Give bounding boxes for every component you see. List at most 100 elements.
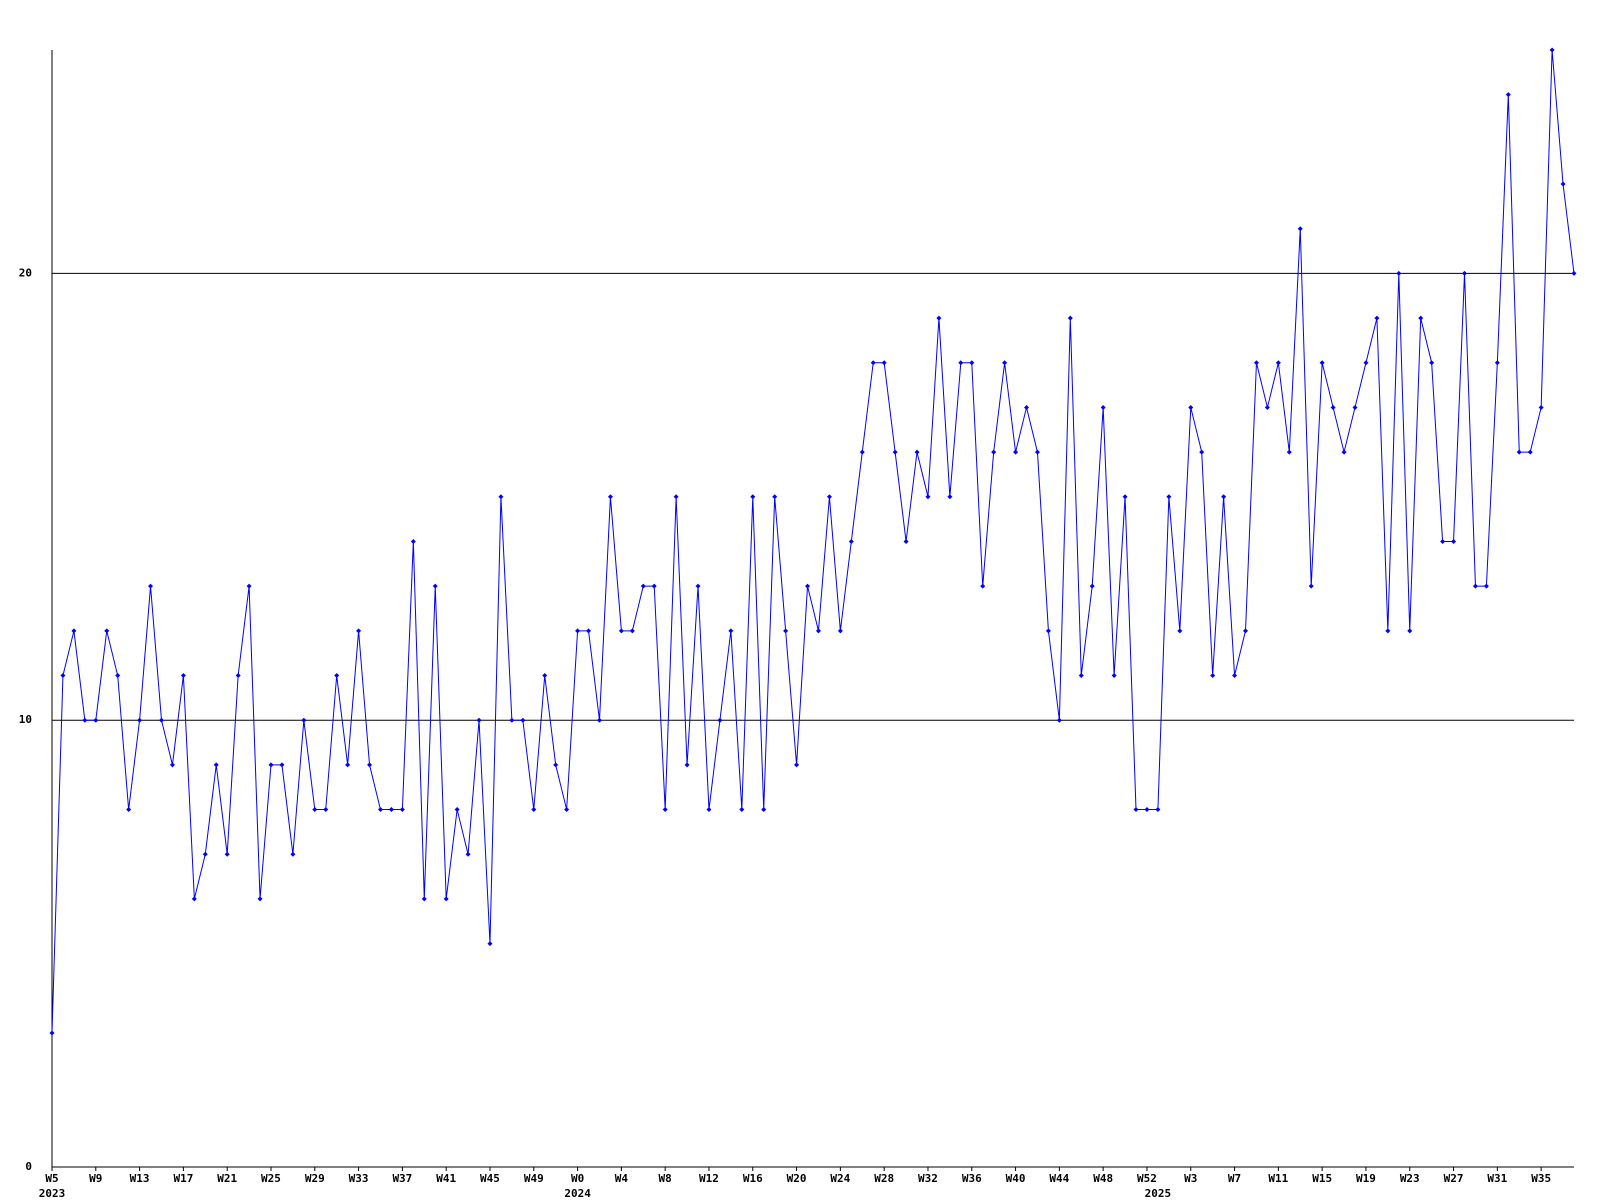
data-point: [837, 628, 843, 634]
data-point: [345, 762, 351, 768]
data-point: [93, 717, 99, 723]
data-point: [596, 717, 602, 723]
data-point: [520, 717, 526, 723]
data-point: [213, 762, 219, 768]
data-point: [388, 807, 394, 813]
x-tick-label: W32: [918, 1172, 938, 1185]
data-point: [1418, 315, 1424, 321]
data-point: [1034, 449, 1040, 455]
data-point: [1538, 404, 1544, 410]
x-tick-label: W25: [261, 1172, 281, 1185]
data-point: [1264, 404, 1270, 410]
data-point: [169, 762, 175, 768]
data-point: [246, 583, 252, 589]
x-tick-label: W49: [524, 1172, 544, 1185]
data-point: [717, 717, 723, 723]
data-point: [367, 762, 373, 768]
data-point: [1527, 449, 1533, 455]
data-point: [673, 494, 679, 500]
data-point: [1024, 404, 1030, 410]
x-tick-label: W5: [45, 1172, 58, 1185]
data-point: [323, 807, 329, 813]
data-point: [881, 360, 887, 366]
data-point: [1516, 449, 1522, 455]
data-point: [454, 807, 460, 813]
data-point: [1429, 360, 1435, 366]
data-point: [553, 762, 559, 768]
data-point: [257, 896, 263, 902]
data-point: [1374, 315, 1380, 321]
data-point: [706, 807, 712, 813]
data-point: [126, 807, 132, 813]
data-point: [980, 583, 986, 589]
data-point: [564, 807, 570, 813]
x-tick-label: W9: [89, 1172, 102, 1185]
data-point: [1571, 270, 1577, 276]
data-point: [180, 673, 186, 679]
x-tick-label: W23: [1400, 1172, 1420, 1185]
x-tick-label: W11: [1268, 1172, 1288, 1185]
data-point: [1440, 538, 1446, 544]
data-point: [465, 851, 471, 857]
x-year-label: 2023: [39, 1187, 66, 1200]
x-tick-label: W0: [571, 1172, 584, 1185]
data-point: [1363, 360, 1369, 366]
data-point: [377, 807, 383, 813]
data-point: [1275, 360, 1281, 366]
data-point: [1133, 807, 1139, 813]
data-point: [1352, 404, 1358, 410]
x-tick-label: W24: [830, 1172, 850, 1185]
data-point: [684, 762, 690, 768]
data-point: [936, 315, 942, 321]
data-point: [903, 538, 909, 544]
data-point: [137, 717, 143, 723]
x-year-label: 2025: [1145, 1187, 1172, 1200]
data-point: [991, 449, 997, 455]
data-point: [1002, 360, 1008, 366]
data-point: [1505, 92, 1511, 98]
data-point: [783, 628, 789, 634]
x-tick-label: W45: [480, 1172, 500, 1185]
data-point: [1100, 404, 1106, 410]
data-point: [1560, 181, 1566, 187]
data-point: [279, 762, 285, 768]
data-point: [1078, 673, 1084, 679]
data-point: [969, 360, 975, 366]
data-point: [958, 360, 964, 366]
data-point: [312, 807, 318, 813]
data-point: [1319, 360, 1325, 366]
data-point: [1067, 315, 1073, 321]
data-point: [1396, 270, 1402, 276]
data-point: [794, 762, 800, 768]
data-point: [728, 628, 734, 634]
data-point: [115, 673, 121, 679]
data-point: [356, 628, 362, 634]
y-tick-label: 10: [19, 713, 32, 726]
x-tick-label: W36: [962, 1172, 982, 1185]
data-point: [640, 583, 646, 589]
x-tick-label: W40: [1006, 1172, 1026, 1185]
data-point: [1549, 47, 1555, 53]
data-point: [618, 628, 624, 634]
x-tick-label: W20: [787, 1172, 807, 1185]
data-point: [1308, 583, 1314, 589]
data-point: [410, 538, 416, 544]
x-tick-label: W37: [392, 1172, 412, 1185]
data-point: [772, 494, 778, 500]
data-point: [49, 1030, 55, 1036]
x-tick-label: W4: [615, 1172, 629, 1185]
data-point: [542, 673, 548, 679]
data-point: [1166, 494, 1172, 500]
data-point: [1253, 360, 1259, 366]
data-point: [805, 583, 811, 589]
data-point: [1483, 583, 1489, 589]
x-tick-label: W13: [130, 1172, 150, 1185]
data-point: [531, 807, 537, 813]
x-tick-label: W31: [1487, 1172, 1507, 1185]
x-tick-label: W19: [1356, 1172, 1376, 1185]
x-tick-label: W21: [217, 1172, 237, 1185]
data-point: [334, 673, 340, 679]
data-point: [1330, 404, 1336, 410]
data-point: [1155, 807, 1161, 813]
data-point: [947, 494, 953, 500]
